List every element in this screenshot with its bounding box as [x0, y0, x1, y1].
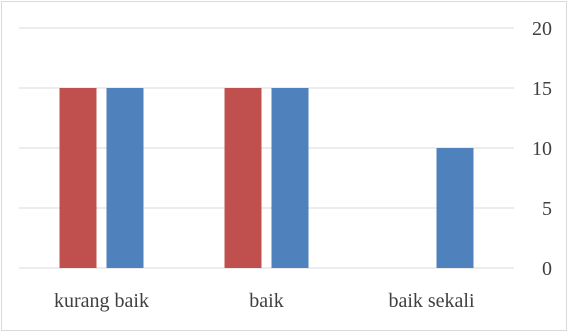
x-category-label: baik sekali	[388, 290, 475, 312]
bar-series-2-baik-sekali	[436, 148, 474, 268]
y-tick-label: 0	[542, 258, 552, 280]
y-tick-label: 10	[532, 138, 552, 160]
x-axis-categories: kurang baik baik baik sekali	[54, 290, 475, 312]
bar-series-1-kurang-baik	[59, 88, 97, 268]
y-tick-label: 20	[532, 18, 552, 40]
x-category-label: baik	[249, 290, 283, 312]
gridlines	[19, 27, 514, 269]
y-axis-ticks: 0 5 10 15 20	[532, 18, 552, 280]
bars	[59, 88, 474, 268]
y-tick-label: 15	[532, 78, 552, 100]
bar-series-2-baik	[271, 88, 309, 268]
x-category-label: kurang baik	[54, 290, 149, 312]
bar-series-1-baik	[224, 88, 262, 268]
bar-series-2-kurang-baik	[106, 88, 144, 268]
y-tick-label: 5	[542, 198, 552, 220]
